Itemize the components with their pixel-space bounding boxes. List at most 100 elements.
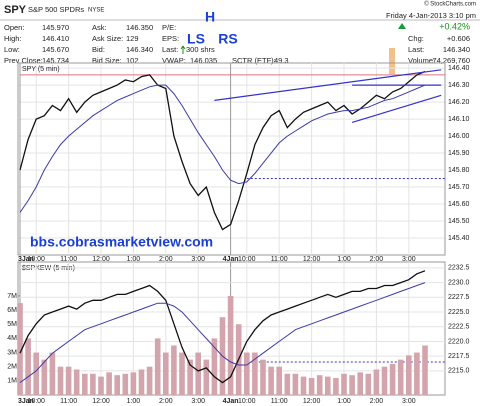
quote-value: 129 (126, 34, 139, 43)
volume-bar (65, 366, 72, 395)
volume-bar (365, 373, 372, 395)
y-tick-label: 145.40 (448, 235, 470, 242)
quote-label: Volume: (408, 56, 435, 65)
x-tick-label: 3:00 (402, 398, 416, 405)
quote-value: 146.340 (443, 45, 470, 54)
quote-label: Low: (4, 45, 20, 54)
x-tick-label: 10:00 (238, 256, 256, 263)
x-tick-label: 2:00 (370, 256, 384, 263)
quote-label: Ask: (92, 23, 107, 32)
volume-bar (341, 373, 347, 395)
quote-label: Chg: (408, 34, 424, 43)
x-tick-label: 10:00 (238, 398, 256, 405)
quote-label: Bid Size: (92, 56, 122, 65)
volume-bar (373, 369, 380, 395)
vwap-label: VWAP: (162, 56, 186, 65)
x-tick-label: 2:00 (370, 398, 384, 405)
volume-bar (154, 338, 161, 395)
volume-bar (406, 355, 412, 395)
volume-bar (179, 352, 185, 395)
x-tick-label: 10:00 (27, 256, 45, 263)
volume-bar (357, 372, 363, 395)
volume-bar (227, 295, 234, 395)
quote-value: +0.606 (447, 34, 470, 43)
index-line (19, 270, 426, 384)
volume-bar (244, 352, 250, 395)
volume-bar (114, 375, 120, 395)
security-name: S&P 500 SPDRs (28, 5, 84, 14)
y2-tick-label: 2217.5 (448, 353, 470, 360)
y-tick-label: 145.90 (448, 150, 470, 157)
volume-bar (57, 366, 64, 395)
volume-bar (260, 359, 266, 395)
quote-value: 102 (126, 56, 139, 65)
volume-bar (98, 376, 104, 395)
y-tick-label: 146.10 (448, 116, 470, 123)
x-tick-label: 2:00 (159, 398, 173, 405)
y2-tick-label: 2227.5 (448, 294, 470, 301)
last-label: Last: (162, 45, 178, 54)
volume-bar (130, 372, 137, 395)
x-tick-label: 11:00 (271, 398, 288, 405)
panel-title: SPY (5 min) (22, 66, 60, 73)
quote-value: 146.410 (42, 34, 69, 43)
volume-bar (268, 366, 274, 395)
volume-bar (414, 352, 420, 395)
eps-label: EPS: (162, 34, 179, 43)
x-tick-label: 3:00 (191, 256, 205, 263)
volume-bar (195, 352, 201, 395)
volume-bar (25, 338, 31, 395)
volume-bar (146, 366, 153, 395)
volume-bar (82, 373, 88, 395)
x-tick-label: 3Jan (18, 398, 34, 405)
y-tick-label: 6M (7, 307, 17, 314)
quote-label: Ask Size: (92, 34, 123, 43)
x-tick-label: 1:00 (127, 398, 141, 405)
y-tick-label: 7M (7, 293, 17, 300)
quote-label: High: (4, 34, 22, 43)
y2-tick-label: 2220.0 (448, 338, 470, 345)
y2-tick-label: 2225.0 (448, 309, 470, 316)
price-line (19, 70, 426, 231)
x-tick-label: 1:00 (127, 256, 141, 263)
y-tick-label: 1M (7, 378, 17, 385)
y-tick-label: 145.80 (448, 167, 470, 174)
x-tick-label: 11:00 (271, 256, 288, 263)
volume-bar (138, 369, 145, 395)
y2-tick-label: 2230.0 (448, 279, 470, 286)
quote-value: 74,269,760 (432, 56, 470, 65)
index-line (19, 282, 426, 384)
symbol: SPY (4, 4, 27, 16)
volume-bar (389, 363, 396, 395)
volume-bar (308, 378, 315, 395)
volume-bar (422, 345, 428, 395)
volume-bar (17, 303, 23, 395)
x-tick-label: 12:00 (303, 398, 321, 405)
x-tick-label: 1:00 (337, 256, 351, 263)
price-line (19, 84, 426, 213)
highlight-bar (389, 48, 395, 74)
volume-bar (187, 359, 193, 395)
quote-value: 145.970 (42, 23, 69, 32)
quote-label: Open: (4, 23, 24, 32)
y-tick-label: 146.00 (448, 133, 470, 140)
y-tick-label: 146.40 (448, 65, 470, 72)
y-tick-label: 145.70 (448, 184, 470, 191)
volume-bar (316, 375, 323, 395)
y-tick-label: 145.60 (448, 201, 470, 208)
datetime: Friday 4-Jan-2013 3:10 pm (386, 11, 476, 20)
quote-value: 146.350 (126, 23, 153, 32)
y2-tick-label: 2232.5 (448, 265, 470, 272)
x-tick-label: 12:00 (92, 398, 110, 405)
y-tick-label: 146.30 (448, 82, 470, 89)
volume-bar (203, 359, 210, 395)
up-arrow (180, 45, 186, 54)
volume-bar (252, 352, 258, 395)
x-tick-label: 12:00 (92, 256, 110, 263)
volume-bar (33, 352, 39, 395)
trendline (351, 94, 442, 124)
volume-bar (106, 372, 112, 395)
annotation-h: H (205, 9, 215, 25)
x-tick-label: 2:00 (159, 256, 173, 263)
